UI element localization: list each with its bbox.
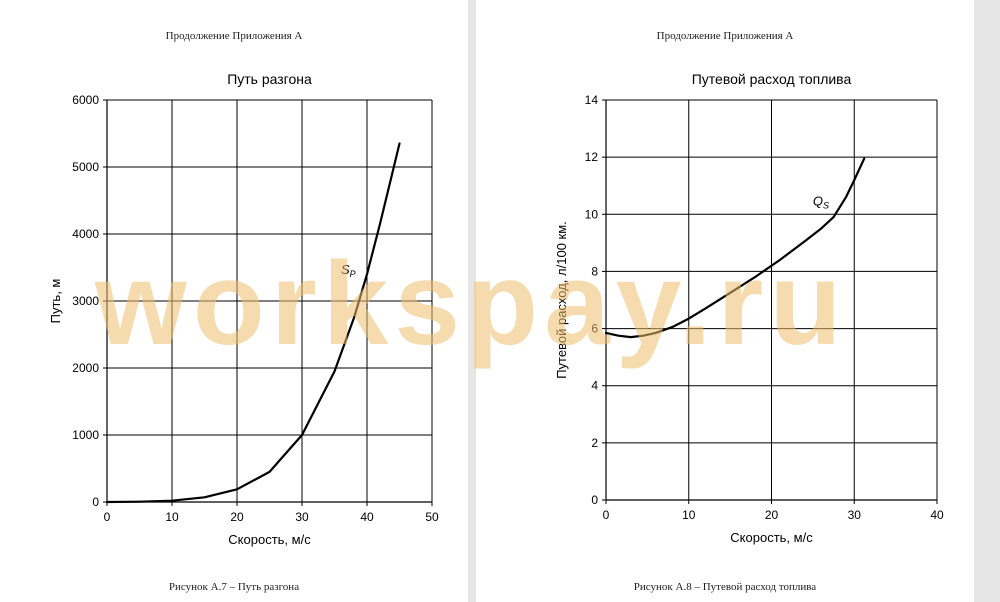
y-tick-label: 2 bbox=[591, 436, 598, 450]
series-label: SP bbox=[341, 262, 356, 279]
page-header: Продолжение Приложения А bbox=[165, 30, 303, 42]
chart-title: Путь разгона bbox=[227, 71, 312, 87]
page-gap-right bbox=[974, 0, 1000, 602]
chart-title: Путевой расход топлива bbox=[692, 71, 852, 87]
page-header: Продолжение Приложения А bbox=[656, 30, 794, 42]
series-line bbox=[604, 157, 866, 339]
y-tick-label: 8 bbox=[591, 264, 598, 278]
x-tick-label: 10 bbox=[682, 508, 696, 522]
x-tick-label: 30 bbox=[848, 508, 862, 522]
y-tick-label: 4 bbox=[591, 379, 598, 393]
page-gap bbox=[468, 0, 476, 602]
y-axis-label: Путь, м bbox=[48, 279, 63, 324]
y-tick-label: 0 bbox=[591, 493, 598, 507]
y-tick-label: 6000 bbox=[72, 93, 99, 107]
x-tick-label: 30 bbox=[295, 510, 309, 524]
figure-caption: Рисунок А.7 – Путь разгона bbox=[168, 581, 300, 593]
x-tick-label: 40 bbox=[360, 510, 374, 524]
y-tick-label: 1000 bbox=[72, 428, 99, 442]
y-tick-label: 12 bbox=[585, 150, 599, 164]
series-line bbox=[105, 142, 401, 504]
y-axis-label: Путевой расход, л/100 км. bbox=[554, 221, 569, 379]
x-tick-label: 20 bbox=[765, 508, 779, 522]
y-tick-label: 10 bbox=[585, 207, 599, 221]
x-tick-label: 50 bbox=[425, 510, 439, 524]
series-label: QS bbox=[813, 194, 829, 211]
chart-1: 0 10 20 30 40 50 0 1000 2000 3000 4000 5000 6000 Путь… bbox=[48, 71, 439, 547]
x-tick-label: 0 bbox=[603, 508, 610, 522]
y-tick-label: 6 bbox=[591, 322, 598, 336]
x-tick-label: 40 bbox=[930, 508, 944, 522]
y-tick-label: 3000 bbox=[72, 294, 99, 308]
y-tick-label: 0 bbox=[92, 495, 99, 509]
y-tick-label: 5000 bbox=[72, 160, 99, 174]
x-tick-label: 0 bbox=[104, 510, 111, 524]
x-axis-label: Скорость, м/с bbox=[228, 532, 311, 547]
x-tick-label: 10 bbox=[165, 510, 179, 524]
chart-2: 0 10 20 30 40 0 2 4 6 8 10 12 14 Путевой расход топли… bbox=[554, 71, 944, 545]
figure-caption: Рисунок А.8 – Путевой расход топлива bbox=[633, 581, 817, 593]
x-axis-label: Скорость, м/с bbox=[730, 530, 813, 545]
y-tick-label: 14 bbox=[585, 93, 599, 107]
x-tick-label: 20 bbox=[230, 510, 244, 524]
y-tick-label: 4000 bbox=[72, 227, 99, 241]
y-tick-label: 2000 bbox=[72, 361, 99, 375]
